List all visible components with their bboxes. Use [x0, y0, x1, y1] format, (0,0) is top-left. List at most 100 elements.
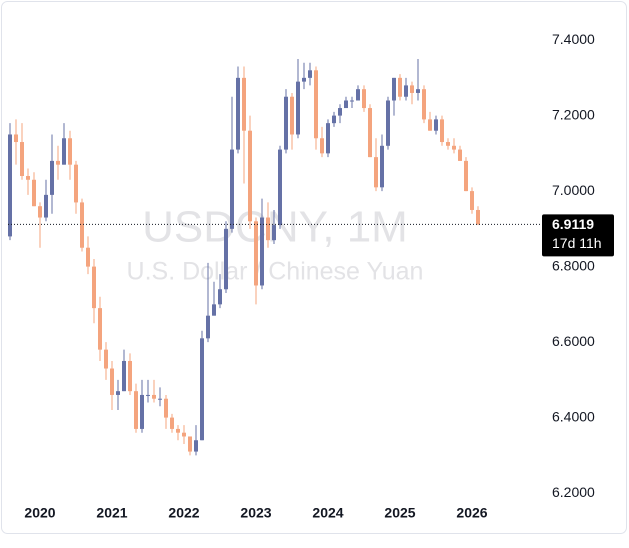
candle-body — [296, 81, 300, 135]
candle-body — [104, 349, 108, 369]
y-tick-label: 7.2000 — [552, 106, 595, 122]
y-tick-label: 6.6000 — [552, 333, 595, 349]
candle-body — [470, 191, 474, 210]
candle-body — [272, 225, 276, 241]
candle-body — [110, 368, 114, 395]
candle-body — [428, 119, 432, 131]
x-tick-label: 2022 — [168, 505, 199, 521]
candle-body — [320, 138, 324, 154]
candle-body — [350, 100, 354, 102]
candle-body — [92, 266, 96, 309]
candle-body — [386, 100, 390, 146]
last-price-label: 6.9119 — [552, 216, 594, 232]
candle-body — [326, 123, 330, 154]
candle-body — [356, 89, 360, 101]
candle-body — [224, 228, 228, 290]
candle-body — [128, 360, 132, 392]
candle-body — [206, 315, 210, 339]
candle-body — [284, 96, 288, 150]
candle-body — [248, 130, 252, 222]
candle-body — [62, 138, 66, 165]
watermark-name: U.S. Dollar / Chinese Yuan — [127, 258, 424, 286]
candle-body — [416, 89, 420, 93]
candle-body — [308, 70, 312, 78]
candle-body — [368, 108, 372, 158]
candle-body — [68, 138, 72, 165]
candle-body — [374, 157, 378, 188]
x-tick-label: 2020 — [24, 505, 55, 521]
candle-body — [266, 217, 270, 241]
candle-body — [164, 398, 168, 418]
y-tick-label: 6.8000 — [552, 257, 595, 273]
candle-body — [392, 77, 396, 101]
candle-body — [176, 428, 180, 433]
x-tick-label: 2024 — [312, 505, 343, 521]
candle-body — [134, 391, 138, 429]
candle-body — [140, 394, 144, 429]
candle-body — [116, 391, 120, 395]
candle-body — [278, 149, 282, 226]
candle-body — [86, 247, 90, 267]
candle-body — [242, 77, 246, 131]
candle-body — [344, 100, 348, 109]
candle-body — [422, 89, 426, 120]
candle-body — [254, 221, 258, 286]
candle-body — [14, 134, 18, 143]
countdown-label: 17d 11h — [552, 235, 602, 251]
candle-body — [398, 77, 402, 97]
y-tick-label: 6.2000 — [552, 484, 595, 500]
candle-body — [56, 160, 60, 165]
candle-body — [50, 160, 54, 195]
candle-body — [314, 70, 318, 139]
candle-body — [332, 115, 336, 124]
candle-body — [194, 440, 198, 452]
chart-frame — [1, 1, 627, 534]
x-tick-label: 2021 — [96, 505, 127, 521]
candle-body — [338, 108, 342, 116]
candle-body — [122, 360, 126, 392]
candle-body — [146, 394, 150, 396]
candle-body — [182, 432, 186, 437]
candle-body — [218, 289, 222, 305]
candle-body — [80, 202, 84, 248]
last-price-box — [542, 214, 614, 257]
candle-body — [158, 398, 162, 400]
y-tick-label: 7.0000 — [552, 182, 595, 198]
candle-body — [170, 417, 174, 429]
candle-body — [290, 96, 294, 135]
candle-body — [38, 206, 42, 218]
candle-body — [152, 394, 156, 399]
candle-body — [20, 142, 24, 177]
candle-body — [380, 145, 384, 188]
candle-body — [476, 209, 480, 225]
y-tick-label: 7.4000 — [552, 31, 595, 47]
candle-body — [8, 134, 12, 237]
candle-body — [188, 436, 192, 452]
candle-body — [410, 85, 414, 93]
candle-body — [32, 179, 36, 207]
candle-body — [464, 160, 468, 192]
candle-body — [458, 149, 462, 161]
candle-body — [446, 142, 450, 146]
candle-body — [260, 217, 264, 286]
candle-body — [44, 194, 48, 218]
candle-body — [74, 164, 78, 203]
candle-body — [452, 145, 456, 150]
candle-body — [236, 77, 240, 150]
candle-body — [26, 176, 30, 180]
candle-body — [212, 304, 216, 316]
candle-body — [404, 85, 408, 97]
candle-body — [362, 89, 366, 109]
x-tick-label: 2026 — [456, 505, 487, 521]
candle-body — [98, 308, 102, 350]
candle-body — [230, 149, 234, 229]
x-tick-label: 2023 — [240, 505, 271, 521]
candle-body — [302, 77, 306, 82]
x-tick-label: 2025 — [384, 505, 415, 521]
candle-body — [434, 119, 438, 131]
candle-body — [440, 119, 444, 143]
candle-body — [200, 338, 204, 441]
y-tick-label: 6.4000 — [552, 408, 595, 424]
